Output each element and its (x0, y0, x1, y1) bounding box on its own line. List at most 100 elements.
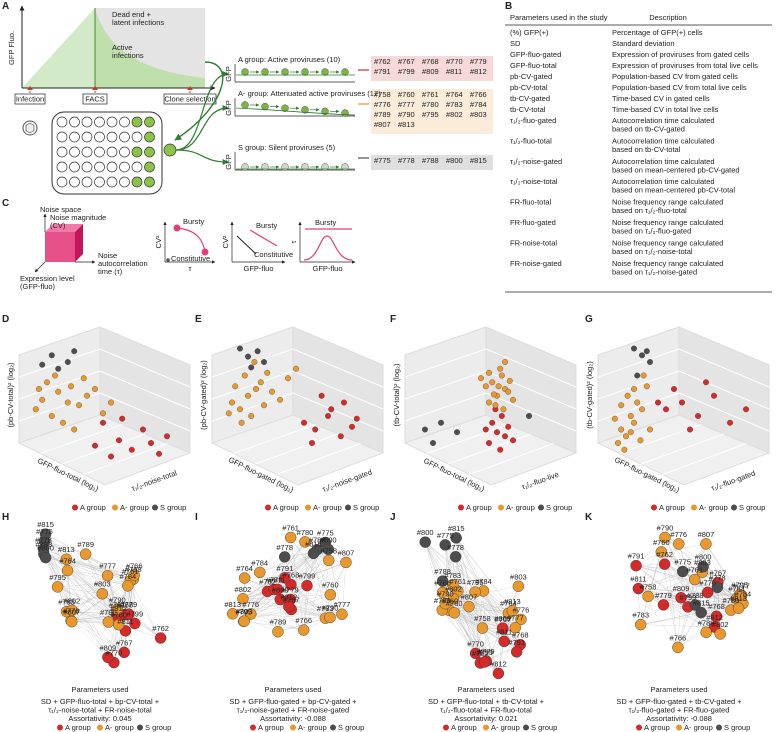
node-label: #783 (444, 571, 461, 580)
data-point (510, 437, 516, 444)
legend-swatch (265, 504, 271, 511)
data-point (640, 372, 647, 379)
data-point (500, 406, 507, 413)
data-point (703, 379, 709, 386)
node-label: #778 (709, 573, 726, 582)
cell (321, 68, 329, 76)
well (131, 131, 143, 143)
network-node (634, 618, 647, 631)
network-edge (648, 594, 740, 597)
trace (235, 107, 356, 116)
network-node (448, 607, 460, 619)
legend-swatch (137, 724, 143, 731)
floor-grid (426, 424, 509, 454)
clone-id: #803 (470, 110, 487, 119)
network-edge (694, 579, 731, 611)
network-node (498, 635, 510, 648)
network-node (515, 613, 527, 626)
data-point (71, 426, 78, 433)
node-label: #764 (500, 599, 517, 608)
network-edge (304, 541, 308, 586)
cube-label: Noise (98, 251, 117, 260)
network-edge (71, 614, 118, 621)
id-box (371, 155, 493, 170)
data-point (229, 399, 235, 406)
network-edge (445, 544, 476, 593)
clone-id: #790 (398, 110, 415, 119)
id-box (371, 56, 493, 81)
legend-swatch (691, 504, 697, 511)
data-point (727, 419, 733, 426)
node-label: #776 (670, 530, 687, 539)
parameter: τ₁/₂-noise-total (510, 177, 558, 186)
clone (163, 143, 177, 157)
legend-swatch (636, 724, 642, 731)
node-label: #803 (694, 558, 711, 567)
node-label: #784 (475, 577, 492, 586)
node-label: #815 (693, 599, 710, 608)
data-point (76, 402, 82, 409)
network-node (238, 615, 250, 627)
clone-id: #770 (446, 57, 463, 66)
well (69, 176, 80, 188)
network-node (299, 536, 311, 548)
network-edge (43, 549, 131, 582)
data-point (64, 399, 71, 406)
network-edge (57, 586, 118, 610)
node-label: #770 (266, 575, 283, 584)
y-label: GFP Fluo. (7, 31, 16, 65)
legend-label: A group (258, 723, 284, 732)
panel-letter: B (505, 1, 512, 12)
constitutive-label: Constitutive (171, 254, 210, 263)
network-node (700, 626, 712, 639)
node-label: #761 (122, 567, 139, 576)
data-point (647, 426, 653, 433)
step-box (82, 93, 108, 105)
data-point (261, 359, 267, 365)
data-point (128, 446, 135, 453)
network-edge (290, 599, 343, 615)
network-edge (306, 549, 329, 586)
data-point (743, 406, 749, 413)
network-edge (648, 596, 737, 599)
clone-id: #758 (374, 90, 391, 99)
network-node (478, 656, 491, 668)
data-point (627, 413, 634, 419)
data-point (711, 392, 717, 399)
network-edge (244, 577, 304, 631)
network-node (278, 551, 291, 563)
legend-label: S group (531, 723, 557, 732)
network-edge (44, 540, 108, 576)
network-node (676, 565, 689, 578)
constitutive-line (236, 235, 257, 255)
data-point (510, 396, 516, 403)
data-point (60, 419, 66, 426)
network-edge (250, 613, 304, 631)
description: Expression of proviruses from gated cell… (612, 50, 749, 59)
cell (301, 163, 309, 171)
node-label: #791 (628, 552, 645, 561)
network-node (226, 608, 239, 620)
network-edge (306, 585, 343, 615)
data-point (140, 426, 146, 433)
network-node (245, 608, 257, 620)
data-point (526, 413, 532, 419)
data-point (486, 440, 492, 446)
description: Time-based CV in gated cells (612, 94, 710, 103)
network-edge (43, 549, 109, 623)
well (56, 176, 68, 188)
network-edge (638, 566, 704, 589)
data-point (647, 359, 653, 365)
data-point (318, 392, 325, 399)
network-edge (67, 570, 108, 576)
network-edge (242, 549, 318, 599)
mini-x-label: GFP-fluo (312, 264, 342, 273)
node-label: #777 (99, 562, 116, 571)
data-point (624, 392, 631, 399)
node-label: #799 (476, 648, 493, 657)
data-point (71, 348, 78, 355)
network-edge (638, 537, 666, 589)
clone-id: #795 (422, 110, 439, 119)
network-edge (456, 537, 499, 674)
network-edge (130, 580, 161, 639)
